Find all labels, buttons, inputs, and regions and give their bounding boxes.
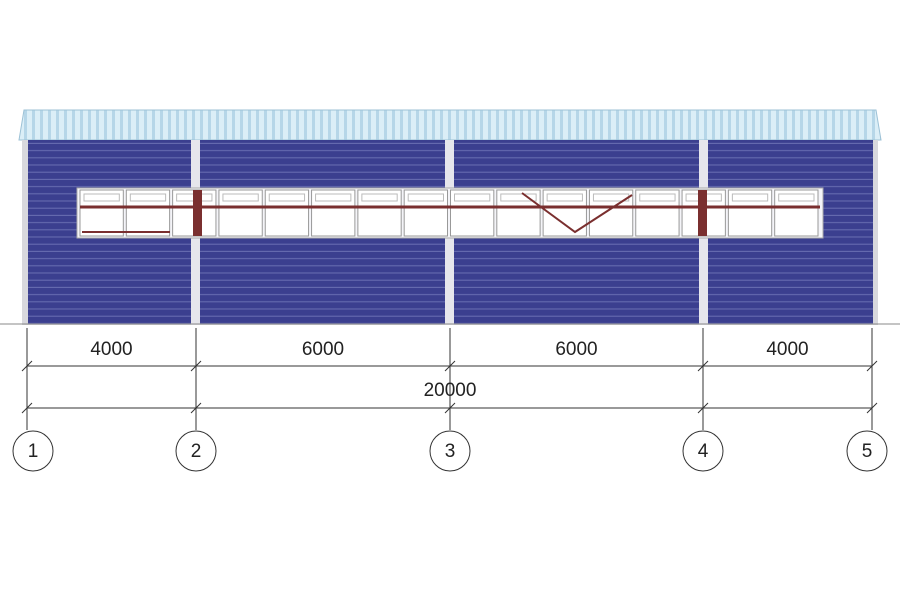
axis-bubble	[12, 430, 54, 472]
post	[698, 190, 707, 236]
axis-bubble	[846, 430, 888, 472]
span-dimension: 6000	[302, 339, 344, 360]
axis-bubble	[429, 430, 471, 472]
window-pane	[403, 189, 448, 237]
window-pane	[588, 189, 634, 237]
dimension-tick	[697, 402, 709, 414]
window-pane	[264, 189, 310, 237]
window-vent	[407, 193, 444, 202]
window-vent	[361, 193, 398, 202]
window-pane	[218, 189, 263, 237]
total-dimension: 20000	[424, 380, 477, 401]
dimension-tick	[190, 360, 202, 372]
window-pane	[496, 189, 541, 237]
dimension-tick	[866, 360, 878, 372]
window-pane	[311, 189, 356, 237]
axis-bubble	[682, 430, 724, 472]
axis-bubble	[175, 430, 217, 472]
axis-label: 1	[28, 441, 39, 462]
dimension-tick	[444, 402, 456, 414]
window-pane	[727, 189, 773, 237]
dimension-tick	[21, 360, 33, 372]
window-pane	[357, 189, 402, 237]
dimension-lines	[21, 328, 878, 430]
window-vent	[731, 193, 769, 202]
window-vent	[546, 193, 583, 202]
window-vent	[315, 193, 352, 202]
window-vent	[83, 193, 120, 202]
dimension-tick	[190, 402, 202, 414]
window-vent	[778, 193, 815, 202]
dimension-tick	[866, 402, 878, 414]
span-dimension: 6000	[555, 339, 597, 360]
window-pane	[635, 189, 680, 237]
window-vent	[500, 193, 537, 202]
window-pane	[125, 189, 171, 237]
window-band	[76, 187, 824, 239]
axis-label: 4	[698, 441, 709, 462]
dimension-tick	[697, 360, 709, 372]
window-pane	[79, 189, 124, 237]
window-pane	[450, 189, 495, 237]
labels: 4000 6000 6000 4000 20000 1 2 3 4 5	[12, 339, 888, 472]
span-dimension: 4000	[90, 339, 132, 360]
window-vent	[268, 193, 306, 202]
span-dimension: 4000	[766, 339, 808, 360]
window-vent	[639, 193, 676, 202]
window-vent	[454, 193, 491, 202]
axis-label: 3	[445, 441, 456, 462]
dimension-tick	[21, 402, 33, 414]
dimension-tick	[444, 360, 456, 372]
window-pane	[774, 189, 819, 237]
window-vent	[129, 193, 167, 202]
axis-label: 2	[191, 441, 202, 462]
axis-label: 5	[862, 441, 873, 462]
window-vent	[222, 193, 259, 202]
brace	[521, 192, 633, 234]
roof	[18, 109, 882, 141]
post	[193, 190, 202, 236]
